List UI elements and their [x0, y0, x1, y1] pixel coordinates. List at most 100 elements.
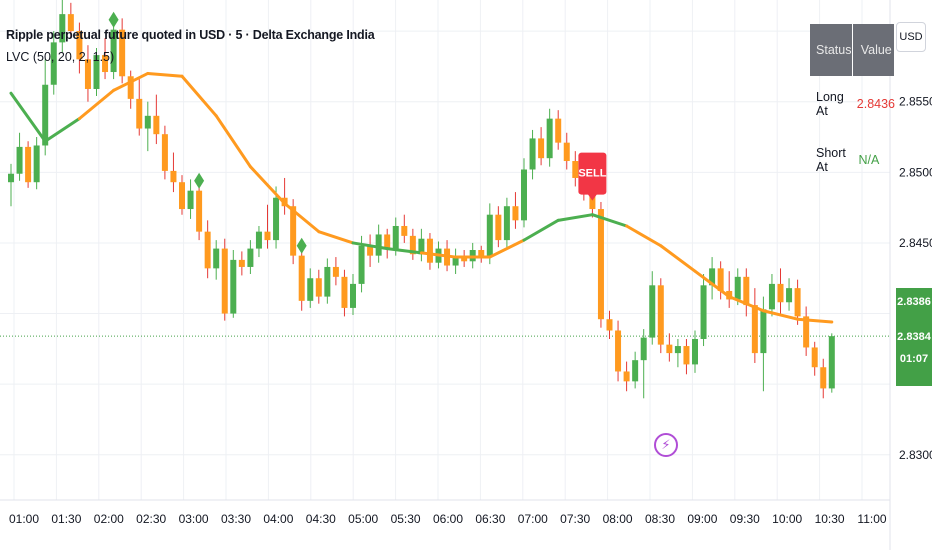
candle-body[interactable] [674, 346, 681, 354]
candle-body[interactable] [307, 278, 314, 301]
candle-body[interactable] [606, 319, 613, 331]
candle-body[interactable] [426, 238, 433, 263]
candle-body[interactable] [179, 182, 185, 210]
candle-body[interactable] [409, 235, 416, 255]
candle-body[interactable] [230, 259, 237, 314]
candle-body[interactable] [84, 59, 91, 89]
candle-body[interactable] [717, 268, 724, 291]
candle-body[interactable] [59, 14, 66, 43]
candle-body[interactable] [649, 285, 656, 338]
candle-body[interactable] [136, 98, 143, 129]
candle-body[interactable] [315, 278, 322, 297]
candle-body[interactable] [25, 146, 32, 183]
candle-body[interactable] [350, 283, 356, 308]
candle-body[interactable] [615, 330, 622, 372]
candle-body[interactable] [452, 257, 459, 266]
candle-body[interactable] [538, 138, 545, 159]
candle-body[interactable] [546, 118, 553, 159]
candle-body[interactable] [811, 347, 818, 368]
candle-body[interactable] [683, 346, 690, 365]
candle-body[interactable] [170, 170, 177, 183]
candle-body[interactable] [555, 118, 562, 143]
candle-body[interactable] [153, 115, 160, 135]
currency-button[interactable]: USD [896, 22, 926, 52]
candle-body[interactable] [324, 266, 331, 297]
candle-body[interactable] [478, 250, 485, 258]
candle-body[interactable] [786, 288, 793, 303]
candle-body[interactable] [392, 225, 399, 249]
candle-body[interactable] [119, 29, 126, 77]
candle-body[interactable] [255, 231, 262, 249]
candle-body[interactable] [794, 288, 801, 317]
candle-body[interactable] [76, 31, 83, 60]
buy-marker-icon[interactable] [194, 172, 205, 189]
candle-body[interactable] [529, 138, 536, 170]
candle-body[interactable] [709, 268, 716, 286]
candle-body[interactable] [743, 276, 750, 306]
candle-body[interactable] [204, 231, 211, 269]
candle-body[interactable] [50, 42, 57, 85]
candle-body[interactable] [273, 197, 280, 241]
candle-body[interactable] [512, 206, 519, 221]
candle-body[interactable] [751, 305, 758, 354]
candle-body[interactable] [238, 259, 245, 267]
candle-body[interactable] [110, 29, 117, 73]
candle-body[interactable] [657, 285, 664, 345]
candle-body[interactable] [196, 190, 203, 232]
candle-body[interactable] [298, 255, 305, 301]
indicator-legend[interactable]: LVC (50, 20, 2, 1.5) [6, 50, 115, 64]
candle-body[interactable] [8, 173, 14, 183]
candle-body[interactable] [375, 234, 382, 256]
candle-body[interactable] [367, 245, 374, 256]
candle-body[interactable] [623, 371, 630, 382]
x-tick-label: 08:30 [645, 512, 675, 526]
buy-marker-icon[interactable] [108, 11, 119, 28]
candle-body[interactable] [332, 266, 339, 277]
candle-body[interactable] [777, 283, 784, 303]
candle-body[interactable] [768, 283, 775, 310]
candle-body[interactable] [632, 360, 639, 382]
candle-body[interactable] [144, 115, 151, 129]
candle-body[interactable] [734, 276, 741, 300]
candle-body[interactable] [461, 257, 468, 262]
candle-body[interactable] [341, 276, 348, 308]
buy-marker-icon[interactable] [296, 237, 307, 254]
candle-body[interactable] [495, 214, 502, 241]
candle-body[interactable] [700, 285, 707, 339]
candle-body[interactable] [33, 145, 40, 183]
candle-body[interactable] [67, 14, 74, 32]
candle-body[interactable] [213, 248, 220, 269]
candle-body[interactable] [521, 169, 527, 221]
candle-body[interactable] [187, 190, 194, 210]
candle-body[interactable] [563, 142, 570, 162]
candle-body[interactable] [221, 248, 228, 314]
candle-body[interactable] [640, 337, 647, 361]
candle-body[interactable] [401, 225, 408, 236]
candle-body[interactable] [418, 238, 425, 255]
candle-body[interactable] [290, 206, 297, 256]
candle-body[interactable] [42, 84, 49, 146]
candle-body[interactable] [666, 344, 673, 354]
candle-body[interactable] [692, 338, 698, 365]
candle-body[interactable] [486, 214, 493, 258]
candle-body[interactable] [760, 309, 767, 354]
countdown-label: 01:07 [899, 353, 929, 365]
candle-body[interactable] [93, 55, 100, 89]
candle-body[interactable] [803, 316, 810, 348]
sell-label-box[interactable] [578, 152, 607, 195]
candle-body[interactable] [384, 234, 391, 249]
candle-body[interactable] [102, 55, 109, 73]
lightning-icon[interactable]: ⚡ [654, 433, 678, 457]
candle-body[interactable] [127, 76, 134, 99]
candle-body[interactable] [572, 161, 579, 178]
candle-body[interactable] [597, 209, 604, 320]
candle-body[interactable] [503, 206, 510, 241]
candle-body[interactable] [358, 245, 365, 284]
candle-body[interactable] [264, 231, 271, 241]
candle-body[interactable] [247, 248, 254, 267]
candle-body[interactable] [828, 336, 835, 389]
candle-body[interactable] [161, 134, 168, 171]
candle-body[interactable] [820, 367, 827, 389]
candle-body[interactable] [16, 146, 23, 174]
